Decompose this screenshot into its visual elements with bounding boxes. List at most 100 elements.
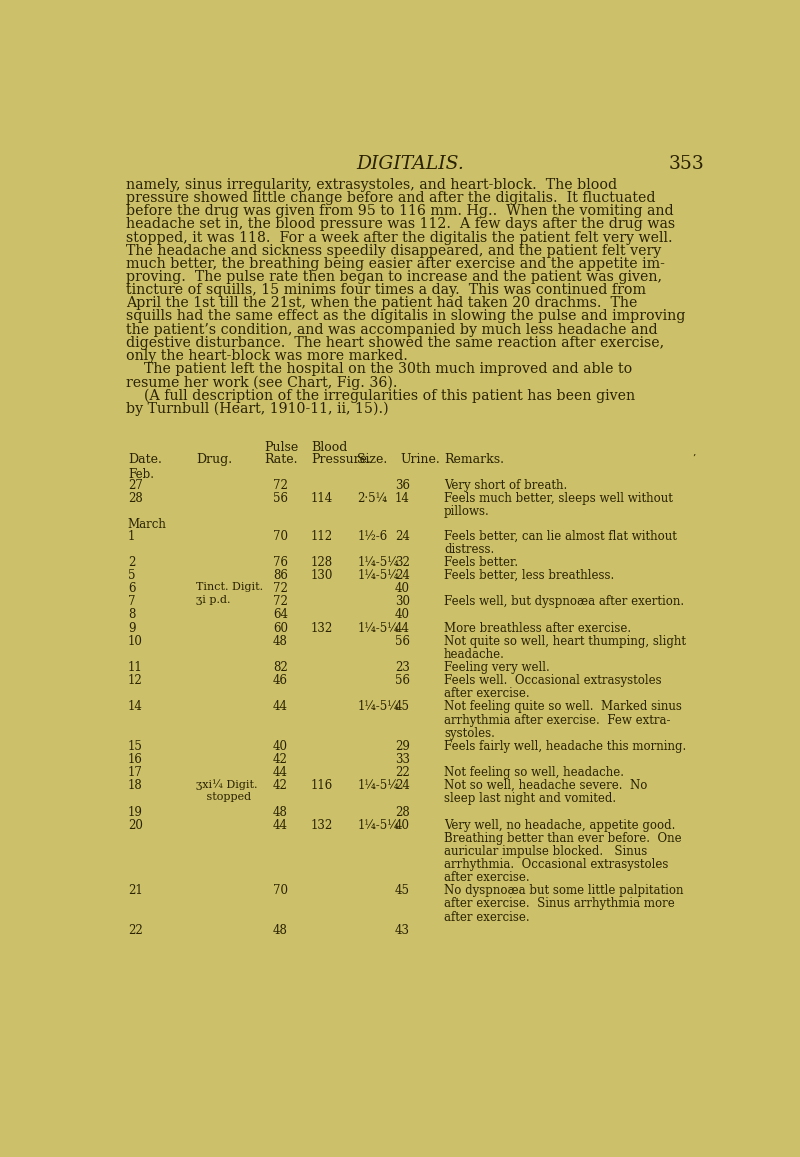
Text: 7: 7	[128, 595, 135, 609]
Text: 10: 10	[128, 635, 142, 648]
Text: 70: 70	[273, 530, 288, 543]
Text: 1¼-5¼: 1¼-5¼	[358, 779, 399, 793]
Text: by Turnbull (Heart, 1910-11, ii, 15).): by Turnbull (Heart, 1910-11, ii, 15).)	[126, 401, 389, 415]
Text: 40: 40	[395, 819, 410, 832]
Text: 40: 40	[395, 609, 410, 621]
Text: 128: 128	[310, 555, 333, 569]
Text: 116: 116	[310, 779, 333, 793]
Text: 40: 40	[395, 582, 410, 595]
Text: headache.: headache.	[444, 648, 505, 661]
Text: headache set in, the blood pressure was 112.  A few days after the drug was: headache set in, the blood pressure was …	[126, 218, 675, 231]
Text: 12: 12	[128, 675, 142, 687]
Text: 5: 5	[128, 569, 135, 582]
Text: ʒxi¼ Digit.: ʒxi¼ Digit.	[196, 779, 258, 790]
Text: Feels much better, sleeps well without: Feels much better, sleeps well without	[444, 492, 673, 506]
Text: 14: 14	[395, 492, 410, 506]
Text: Feeling very well.: Feeling very well.	[444, 661, 550, 675]
Text: 56: 56	[273, 492, 288, 506]
Text: 45: 45	[395, 884, 410, 898]
Text: DIGITALIS.: DIGITALIS.	[356, 155, 464, 172]
Text: 44: 44	[273, 766, 288, 779]
Text: 15: 15	[128, 739, 142, 753]
Text: 19: 19	[128, 805, 142, 818]
Text: Feels better.: Feels better.	[444, 555, 518, 569]
Text: 82: 82	[273, 661, 288, 675]
Text: Size.: Size.	[358, 454, 387, 466]
Text: 11: 11	[128, 661, 142, 675]
Text: 1¼-5¼: 1¼-5¼	[358, 569, 399, 582]
Text: the patient’s condition, and was accompanied by much less headache and: the patient’s condition, and was accompa…	[126, 323, 658, 337]
Text: 33: 33	[395, 753, 410, 766]
Text: 30: 30	[395, 595, 410, 609]
Text: 1¼-5¼: 1¼-5¼	[358, 621, 399, 634]
Text: 76: 76	[273, 555, 288, 569]
Text: 1: 1	[128, 530, 135, 543]
Text: Feels better, can lie almost flat without: Feels better, can lie almost flat withou…	[444, 530, 677, 543]
Text: 29: 29	[395, 739, 410, 753]
Text: 72: 72	[273, 479, 288, 492]
Text: 1¼-5¼: 1¼-5¼	[358, 819, 399, 832]
Text: 24: 24	[395, 569, 410, 582]
Text: much better, the breathing being easier after exercise and the appetite im-: much better, the breathing being easier …	[126, 257, 665, 271]
Text: 112: 112	[310, 530, 333, 543]
Text: 27: 27	[128, 479, 142, 492]
Text: 9: 9	[128, 621, 135, 634]
Text: 42: 42	[273, 753, 288, 766]
Text: 36: 36	[395, 479, 410, 492]
Text: 46: 46	[273, 675, 288, 687]
Text: 86: 86	[273, 569, 288, 582]
Text: The headache and sickness speedily disappeared, and the patient felt very: The headache and sickness speedily disap…	[126, 244, 662, 258]
Text: 132: 132	[310, 621, 333, 634]
Text: 18: 18	[128, 779, 142, 793]
Text: Pressure.: Pressure.	[310, 454, 370, 466]
Text: ʒi p.d.: ʒi p.d.	[196, 595, 230, 605]
Text: Feb.: Feb.	[128, 467, 154, 481]
Text: after exercise.  Sinus arrhythmia more: after exercise. Sinus arrhythmia more	[444, 898, 675, 911]
Text: arrhythmia.  Occasional extrasystoles: arrhythmia. Occasional extrasystoles	[444, 858, 669, 871]
Text: only the heart-block was more marked.: only the heart-block was more marked.	[126, 349, 408, 363]
Text: Blood: Blood	[310, 441, 347, 454]
Text: ’: ’	[692, 454, 695, 463]
Text: March: March	[128, 518, 166, 531]
Text: 21: 21	[128, 884, 142, 898]
Text: April the 1st till the 21st, when the patient had taken 20 drachms.  The: April the 1st till the 21st, when the pa…	[126, 296, 638, 310]
Text: 60: 60	[273, 621, 288, 634]
Text: 17: 17	[128, 766, 142, 779]
Text: 44: 44	[273, 819, 288, 832]
Text: Breathing better than ever before.  One: Breathing better than ever before. One	[444, 832, 682, 845]
Text: 28: 28	[395, 805, 410, 818]
Text: pillows.: pillows.	[444, 506, 490, 518]
Text: Date.: Date.	[128, 454, 162, 466]
Text: 56: 56	[395, 675, 410, 687]
Text: before the drug was given from 95 to 116 mm. Hg..  When the vomiting and: before the drug was given from 95 to 116…	[126, 205, 674, 219]
Text: proving.  The pulse rate then began to increase and the patient was given,: proving. The pulse rate then began to in…	[126, 270, 662, 283]
Text: namely, sinus irregularity, extrasystoles, and heart-block.  The blood: namely, sinus irregularity, extrasystole…	[126, 178, 617, 192]
Text: Not feeling quite so well.  Marked sinus: Not feeling quite so well. Marked sinus	[444, 700, 682, 714]
Text: Drug.: Drug.	[196, 454, 232, 466]
Text: 130: 130	[310, 569, 333, 582]
Text: 23: 23	[395, 661, 410, 675]
Text: 44: 44	[395, 621, 410, 634]
Text: Urine.: Urine.	[401, 454, 441, 466]
Text: digestive disturbance.  The heart showed the same reaction after exercise,: digestive disturbance. The heart showed …	[126, 336, 664, 349]
Text: Tinct. Digit.: Tinct. Digit.	[196, 582, 263, 592]
Text: Not quite so well, heart thumping, slight: Not quite so well, heart thumping, sligh…	[444, 635, 686, 648]
Text: arrhythmia after exercise.  Few extra-: arrhythmia after exercise. Few extra-	[444, 714, 670, 727]
Text: stopped, it was 118.  For a week after the digitalis the patient felt very well.: stopped, it was 118. For a week after th…	[126, 230, 673, 244]
Text: sleep last night and vomited.: sleep last night and vomited.	[444, 793, 616, 805]
Text: Very short of breath.: Very short of breath.	[444, 479, 567, 492]
Text: stopped: stopped	[196, 793, 251, 802]
Text: distress.: distress.	[444, 543, 494, 555]
Text: Not feeling so well, headache.: Not feeling so well, headache.	[444, 766, 624, 779]
Text: 43: 43	[395, 923, 410, 937]
Text: 48: 48	[273, 805, 288, 818]
Text: 16: 16	[128, 753, 142, 766]
Text: 1¼-5¼: 1¼-5¼	[358, 700, 399, 714]
Text: 353: 353	[669, 155, 705, 172]
Text: 20: 20	[128, 819, 142, 832]
Text: 1½-6: 1½-6	[358, 530, 387, 543]
Text: 24: 24	[395, 530, 410, 543]
Text: 114: 114	[310, 492, 333, 506]
Text: 14: 14	[128, 700, 142, 714]
Text: 28: 28	[128, 492, 142, 506]
